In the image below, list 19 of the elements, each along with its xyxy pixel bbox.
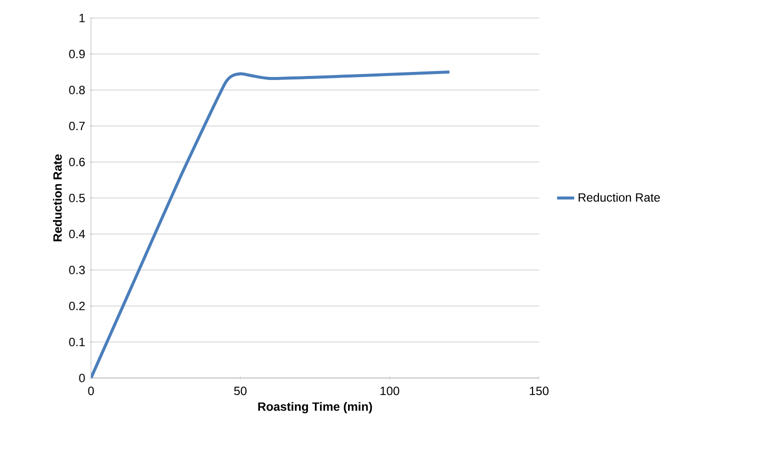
y-tick-label: 0.4 xyxy=(69,230,85,238)
x-tick-label: 150 xyxy=(530,386,549,396)
y-tick-label: 0.8 xyxy=(69,86,85,94)
y-tick-label: 0 xyxy=(79,374,85,382)
y-tick-label: 0.6 xyxy=(69,158,85,166)
x-tick-label: 100 xyxy=(380,386,400,396)
y-tick-label: 0.1 xyxy=(69,338,85,346)
x-axis-title: Roasting Time (min) xyxy=(258,402,372,414)
y-tick-label: 0.2 xyxy=(69,302,85,310)
legend-label: Reduction Rate xyxy=(578,192,660,202)
x-tick-label: 0 xyxy=(88,386,94,396)
y-tick-label: 1 xyxy=(80,14,85,22)
x-tick-label: 50 xyxy=(234,386,247,396)
line-series xyxy=(91,70,451,378)
y-tick-label: 0.9 xyxy=(69,50,85,58)
y-axis-title: Reduction Rate xyxy=(52,154,62,242)
y-tick-label: 0.3 xyxy=(69,266,85,274)
y-tick-label: 0.5 xyxy=(69,194,85,202)
y-tick-label: 0.7 xyxy=(69,122,85,130)
